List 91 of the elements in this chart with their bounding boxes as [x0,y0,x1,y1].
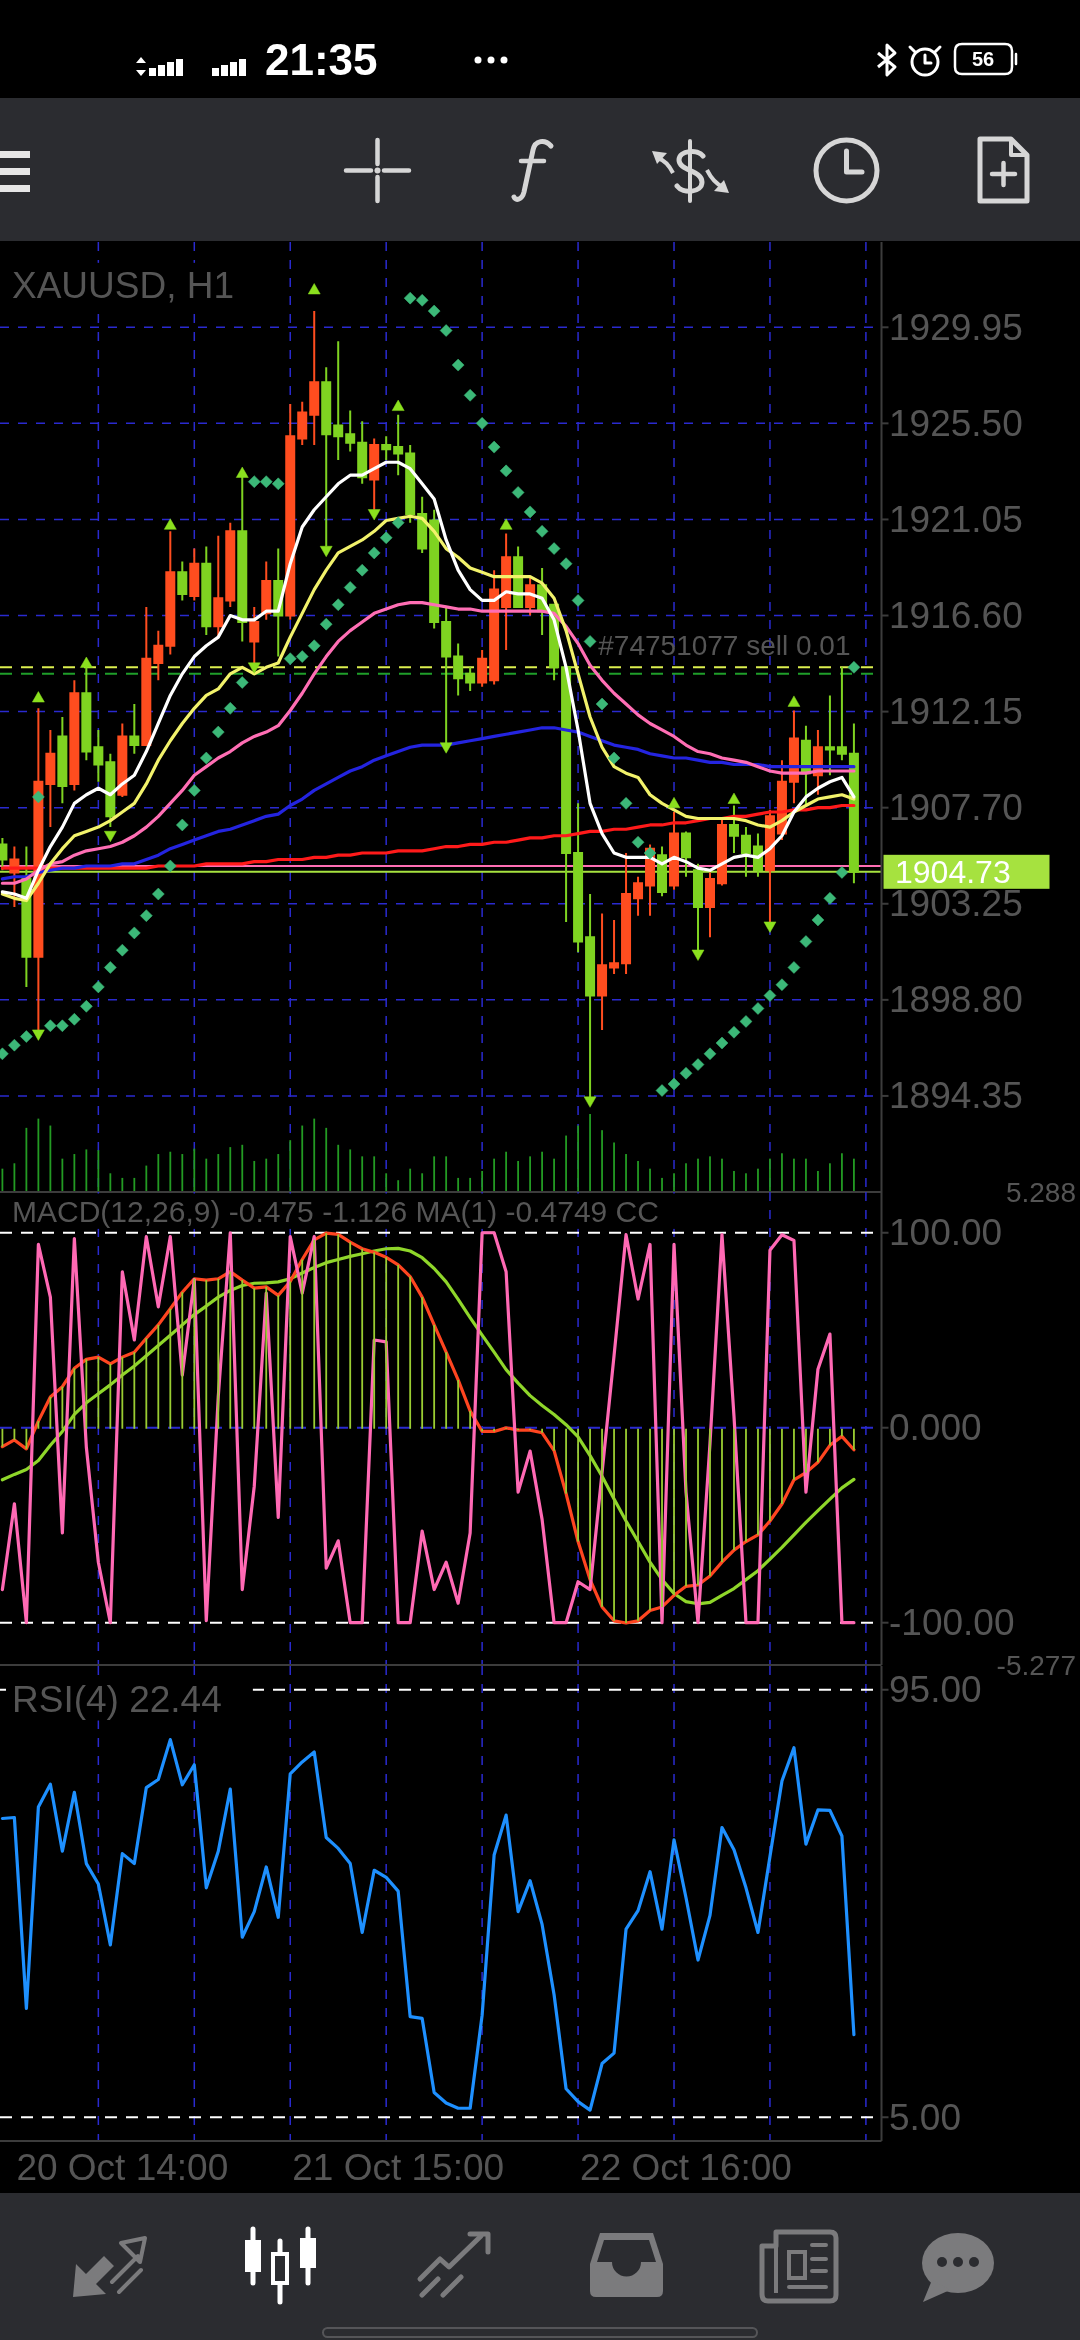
candlestick [429,508,440,630]
text: 21:35 [265,35,378,84]
candlestick [45,728,56,829]
point [667,797,681,809]
point [80,656,93,668]
candlestick [357,420,368,485]
y-tick-label: 1912.15 [889,691,1023,733]
point [236,466,249,478]
candlestick [381,435,392,462]
point [104,831,117,842]
candlestick [141,605,152,747]
line-series [0,803,856,870]
point [439,742,453,754]
point [499,518,513,530]
candlestick [681,830,692,878]
candlestick [669,811,680,891]
y-tick-label: 1898.80 [889,979,1023,1021]
point [319,546,333,557]
candlestick [573,802,584,954]
line-series [0,726,856,881]
candlestick [453,642,464,697]
candlestick [465,666,476,693]
candlestick [716,817,727,887]
y-tick-label: 95.00 [889,1669,982,1711]
x-tick-label: 22 Oct 16:00 [580,2147,792,2188]
candlestick [705,871,715,939]
candlestick [285,402,296,621]
candlestick [597,912,608,1032]
point [307,283,321,295]
y2-tick-label: -5.277 [996,1649,1076,1681]
candlestick [405,443,416,524]
point [32,1029,45,1041]
point [691,949,705,961]
candlestick [189,547,200,602]
point [367,509,381,521]
candlestick [345,409,356,453]
x-tick-label: 21 Oct 15:00 [292,2147,505,2188]
candlestick [393,413,404,477]
candlestick [261,560,272,621]
candlestick [57,716,68,805]
x-tick-label: 20 Oct 14:00 [16,2147,229,2188]
candlestick [800,724,811,807]
candlestick [117,722,128,798]
point [164,518,177,530]
y2-tick-label: 5.288 [1005,1176,1076,1208]
candlestick [333,340,344,462]
candlestick [489,569,500,686]
chart-title: MACD(12,26,9) -0.475 -1.126 MA(1) -0.4749 CC [12,1195,659,1228]
y-tick-label: 0.000 [889,1407,982,1449]
point [248,662,261,674]
y-tick-label: 1916.60 [889,595,1023,637]
ref-line-label: #74751077 sell 0.01 [598,629,851,661]
candlestick [740,826,751,878]
line-series [0,1738,856,2112]
candlestick [69,679,80,792]
candlestick [105,752,116,829]
text: 56 [971,48,995,70]
candlestick [225,521,236,608]
point [727,792,741,804]
candlestick [177,560,188,602]
candlestick [93,728,104,783]
candlestick [165,530,176,656]
candlestick [657,845,668,898]
point [787,695,801,707]
y-tick-label: 100.00 [889,1212,1003,1254]
point [583,1096,597,1108]
candlestick [621,852,632,975]
point [391,399,405,411]
candlestick [836,666,847,762]
candlestick [153,629,164,682]
candlestick [477,649,488,688]
chart-title: RSI(4) 22.44 [12,1679,222,1720]
text: XAUUSD, H1 [12,265,235,306]
point [763,921,777,933]
candlestick [824,694,835,777]
y-tick-label: 1907.70 [889,787,1023,829]
point [32,691,45,703]
y-tick-label: 1925.50 [889,402,1023,444]
y-tick-label: 1929.95 [889,306,1023,348]
y-tick-label: 1921.05 [889,498,1023,540]
candlestick [417,495,428,554]
candlestick [297,400,308,446]
candlestick [129,703,140,755]
candlestick [609,918,620,975]
y-tick-label: -100.00 [889,1602,1015,1644]
y-tick-label: 5.00 [889,2096,962,2138]
y-tick-label: 1894.35 [889,1075,1023,1117]
candlestick [309,310,320,446]
candlestick [728,804,739,855]
candlestick [633,875,644,917]
candlestick [201,545,212,636]
